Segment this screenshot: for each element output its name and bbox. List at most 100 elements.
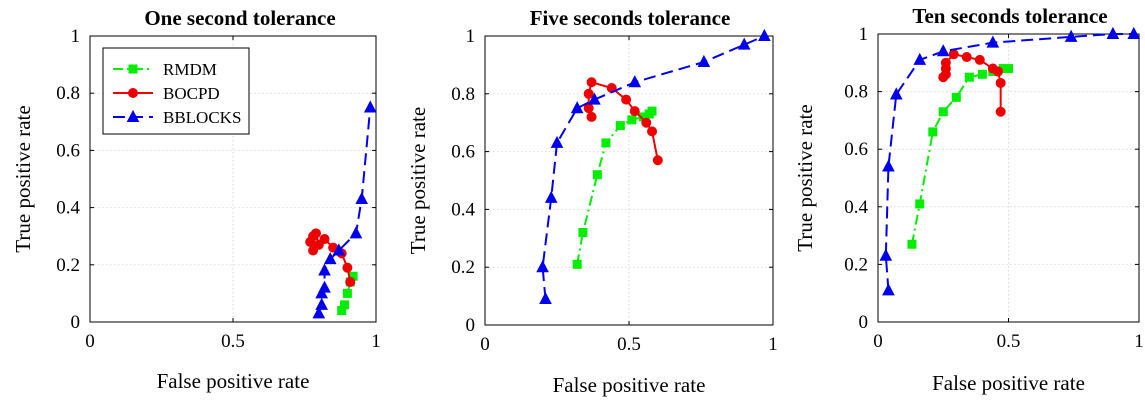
series-bblocks-point [889,87,903,100]
y-tick-label: 0.4 [56,198,80,219]
y-axis-label: True positive rate [793,104,817,251]
series-rmdm-point [647,106,657,116]
series-bblocks-point [355,191,369,205]
series-bocpd-point [345,276,356,287]
series-bocpd-point [310,228,321,239]
legend-box [102,47,250,135]
panel-title: One second tolerance [144,6,335,30]
legend-entry-label: RMDM [163,60,217,79]
series-bocpd-point [641,117,652,128]
x-axis-label: False positive rate [157,369,310,393]
y-tick-label: 0 [859,312,869,333]
x-tick-label: 0.5 [997,331,1021,352]
series-bblocks-point [318,280,331,293]
series-rmdm-point [342,288,352,298]
series-rmdm [572,106,657,269]
series-bblocks-point [986,35,1000,48]
y-tick-label: 0.2 [451,257,475,278]
series-bocpd-point [938,72,949,83]
legend-swatch-point [128,88,138,98]
series-rmdm-point [1004,64,1013,74]
y-tick-label: 0.8 [56,83,80,104]
y-tick-label: 0 [71,312,81,333]
x-tick-label: 0 [873,331,883,352]
series-bblocks [536,28,771,304]
y-tick-label: 0.4 [844,197,868,218]
x-tick-label: 0 [480,334,490,355]
series-bblocks-point [913,52,927,65]
panel-1: 0 0.5 1 0 0.2 0.4 0.6 0.8 1 One second tolerance F… [11,6,381,393]
series-bocpd-point [961,52,972,63]
series-bocpd-point [995,106,1006,117]
series-bocpd-point [987,63,998,74]
x-axis-label: False positive rate [553,373,706,397]
series-bblocks-line [541,35,765,300]
series-rmdm-point [951,92,961,102]
series-bblocks-point [332,243,346,256]
series-bblocks-point [697,54,711,68]
series-rmdm-point [907,239,917,249]
series-rmdm-point [572,259,582,269]
y-tick-label: 1 [466,26,476,47]
series-rmdm-point [928,127,938,137]
legend-swatch-point [128,64,138,74]
legend-entry-label: BOCPD [163,84,220,103]
series-bblocks-point [758,28,771,41]
series-bblocks-point [628,75,642,88]
series-rmdm-point [915,199,925,209]
series-bblocks [312,100,377,319]
series-bblocks-point [1127,26,1141,39]
series-bblocks-point [349,226,363,239]
legend: RMDM BOCPD BBLOCKS [102,47,250,135]
legend-entry-label: BBLOCKS [163,108,241,127]
y-tick-label: 0.8 [451,84,475,105]
y-tick-label: 0.2 [844,254,868,275]
series-bocpd-point [342,262,353,273]
series-bblocks-point [544,190,558,203]
series-bocpd-point [974,54,985,65]
series-bocpd-point [647,126,658,137]
y-tick-label: 0 [466,315,476,336]
y-tick-label: 0.8 [844,82,868,103]
legend-swatch-point [126,109,140,122]
series-bblocks-point [1106,26,1120,39]
panel-2: 0 0.5 1 0 0.2 0.4 0.6 0.8 1 Five seconds toleranc… [406,6,778,397]
series-rmdm-point [578,228,588,238]
x-tick-label: 0.5 [617,334,641,355]
y-axis-label: True positive rate [406,107,430,254]
series-bocpd [305,228,356,287]
panel-title: Five seconds tolerance [530,6,731,30]
y-tick-label: 0.6 [451,142,475,163]
series-bocpd-line [587,80,659,161]
series-bblocks-point [882,283,895,296]
series-bocpd-point [621,94,632,105]
series-bblocks-point [737,37,751,50]
y-tick-label: 0.6 [844,139,868,160]
series-bocpd-point [583,88,594,99]
series-rmdm-line [910,67,1009,245]
y-tick-label: 0.4 [451,199,475,220]
series-rmdm-point [964,72,974,82]
x-tick-label: 1 [1134,331,1144,352]
series-rmdm-point [938,107,948,117]
y-tick-label: 1 [859,24,869,45]
y-tick-label: 1 [71,26,81,47]
series-bblocks-point [588,92,601,105]
series-bblocks-point [570,101,584,114]
series-rmdm-point [340,300,350,310]
series-bblocks-point [363,100,377,113]
series-bblocks-point [882,159,895,172]
series-bocpd-point [586,111,597,122]
series-bocpd-point [995,77,1006,88]
series-bblocks-point [536,260,549,273]
series-bocpd-point [319,234,330,245]
series-bblocks-point [323,252,337,265]
series-bblocks-point [312,306,326,319]
series-bblocks-point [539,291,552,304]
series-bocpd-point [652,155,663,166]
y-axis-label: True positive rate [11,105,35,252]
series-bblocks-point [1064,29,1078,42]
x-tick-label: 0.5 [221,331,245,352]
series-rmdm-point [592,170,602,180]
